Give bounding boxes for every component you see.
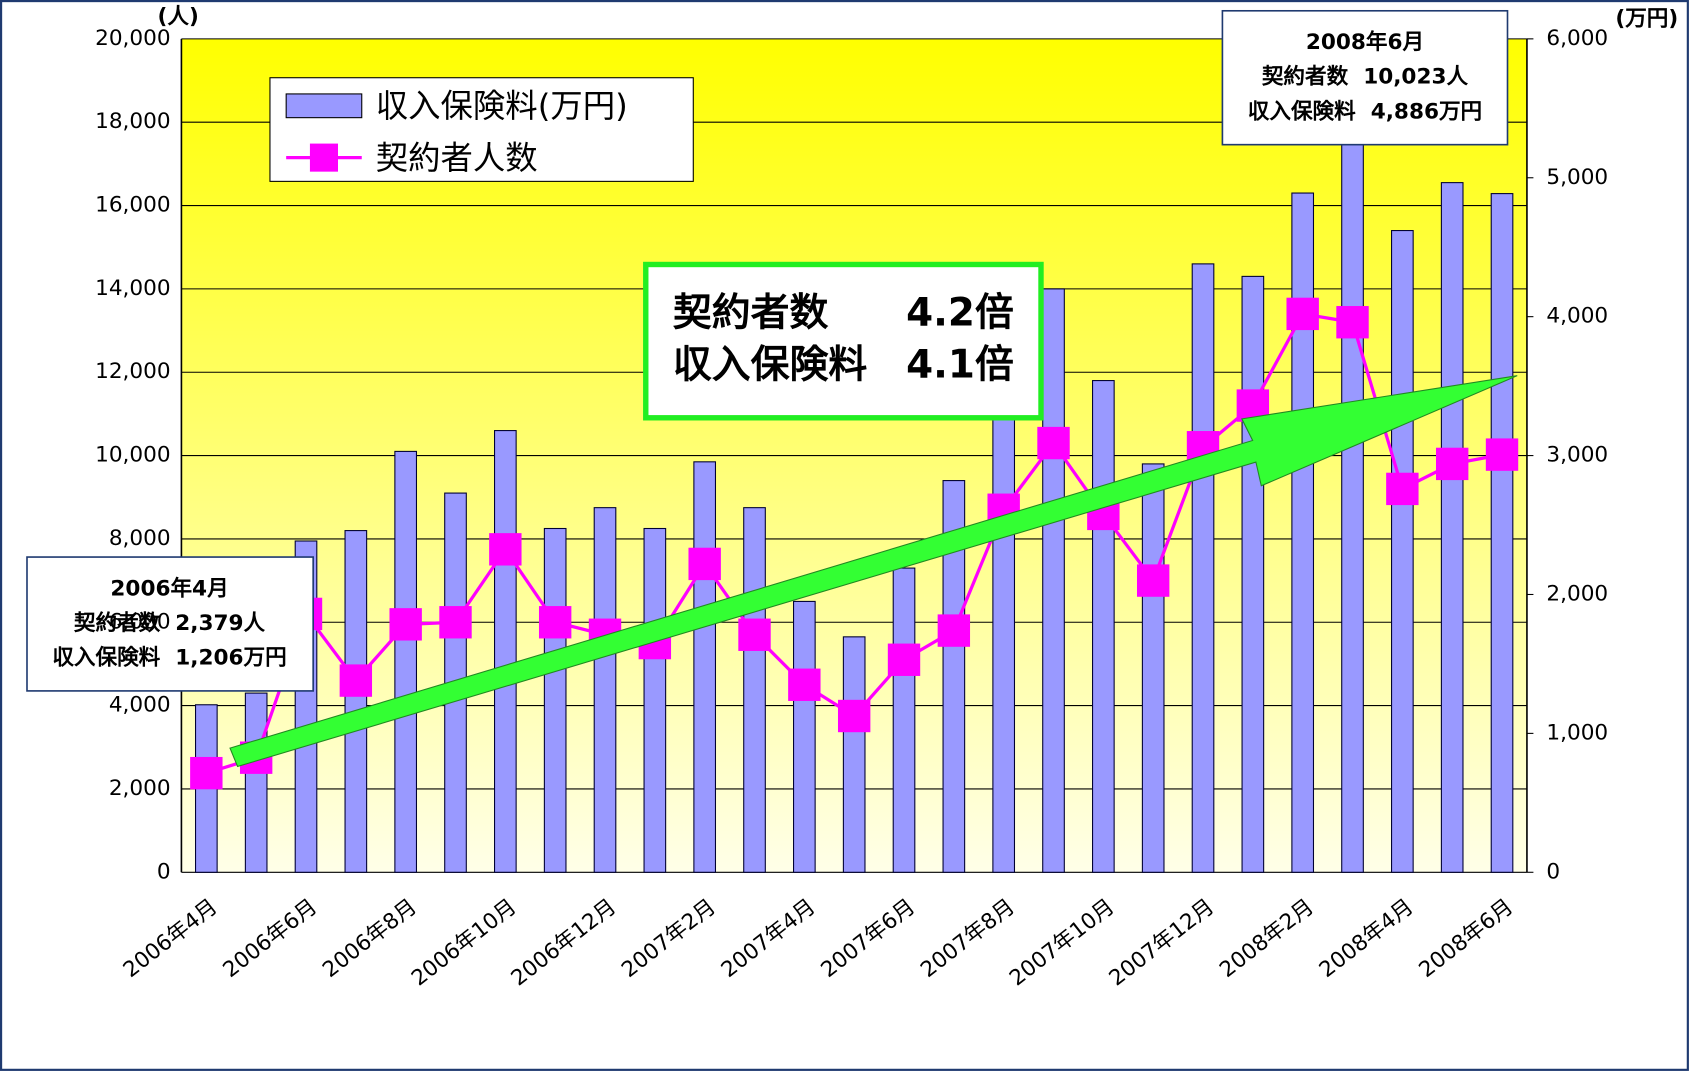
marker xyxy=(1336,306,1369,339)
marker xyxy=(887,643,921,676)
y2-tick-label: 6,000 xyxy=(1546,26,1608,51)
marker xyxy=(339,664,373,697)
y2-tick-label: 5,000 xyxy=(1546,165,1608,190)
y-tick-label: 4,000 xyxy=(109,693,171,718)
bar xyxy=(793,600,816,873)
y2-axis-unit: (万円) xyxy=(1615,6,1678,31)
marker xyxy=(538,606,572,639)
marker xyxy=(489,533,522,566)
bar xyxy=(942,480,966,873)
marker xyxy=(1386,472,1419,506)
annotation-text: 契約者数 10,023人 xyxy=(1261,64,1469,90)
bar xyxy=(494,430,517,873)
bar xyxy=(1141,463,1165,873)
marker xyxy=(738,618,771,651)
annotation-text: 2006年4月 xyxy=(110,575,228,601)
y2-tick-label: 2,000 xyxy=(1546,581,1608,606)
bar xyxy=(842,636,866,873)
bar xyxy=(1341,107,1364,873)
marker xyxy=(1136,564,1170,597)
legend-swatch xyxy=(309,143,338,172)
bar xyxy=(1241,275,1265,873)
legend-label: 収入保険料(万円) xyxy=(376,87,628,125)
marker xyxy=(1435,447,1469,481)
annotation-text: 契約者数 4.2倍 xyxy=(673,291,1014,336)
bar xyxy=(1042,288,1065,873)
marker xyxy=(1485,438,1519,471)
annotation-text: 契約者数 2,379人 xyxy=(73,610,266,636)
bar xyxy=(693,461,717,873)
bar xyxy=(1440,182,1464,873)
bar xyxy=(743,507,766,873)
bar xyxy=(643,527,667,873)
marker xyxy=(389,608,422,641)
marker xyxy=(937,614,971,647)
bar xyxy=(892,567,916,873)
annotation-text: 収入保険料 4.1倍 xyxy=(673,343,1014,388)
bar xyxy=(992,400,1016,873)
y2-tick-label: 3,000 xyxy=(1546,443,1608,468)
y2-tick-label: 4,000 xyxy=(1546,304,1608,329)
bar xyxy=(593,507,617,873)
bar xyxy=(244,692,268,873)
marker xyxy=(688,547,721,581)
legend-swatch xyxy=(285,93,363,119)
bar xyxy=(394,450,418,873)
trend-arrow xyxy=(229,375,1518,768)
bar xyxy=(1391,230,1414,873)
annotation-box xyxy=(643,261,1044,421)
y-tick-label: 2,000 xyxy=(109,776,171,801)
marker xyxy=(788,668,821,701)
bar xyxy=(344,530,368,873)
marker xyxy=(1037,426,1070,460)
y-tick-label: 6,000 xyxy=(109,609,171,634)
y-tick-label: 14,000 xyxy=(95,276,171,301)
annotation-text: 収入保険料 1,206万円 xyxy=(52,646,286,671)
bar xyxy=(543,527,567,873)
annotation-box xyxy=(26,556,314,692)
bar xyxy=(1191,263,1215,873)
marker xyxy=(190,756,223,790)
bar xyxy=(1291,192,1315,873)
y-axis-unit: (人) xyxy=(158,4,199,29)
y-tick-label: 20,000 xyxy=(95,26,171,51)
bar xyxy=(1092,380,1115,873)
marker xyxy=(837,699,871,733)
bar xyxy=(1490,193,1514,873)
y-tick-label: 8,000 xyxy=(109,526,171,551)
y-tick-label: 12,000 xyxy=(95,359,171,384)
annotation-box xyxy=(1221,9,1509,146)
annotation-text: 2008年6月 xyxy=(1306,29,1424,55)
y-tick-label: 16,000 xyxy=(95,193,171,218)
marker xyxy=(439,606,472,639)
marker xyxy=(1286,297,1319,331)
legend-label: 契約者人数 xyxy=(376,139,538,177)
y-tick-label: 0 xyxy=(157,859,171,884)
y-tick-label: 10,000 xyxy=(95,443,171,468)
y-tick-label: 18,000 xyxy=(95,109,171,134)
y2-tick-label: 0 xyxy=(1546,859,1560,884)
annotation-text: 収入保険料 4,886万円 xyxy=(1248,99,1482,124)
y2-tick-label: 1,000 xyxy=(1546,720,1608,745)
